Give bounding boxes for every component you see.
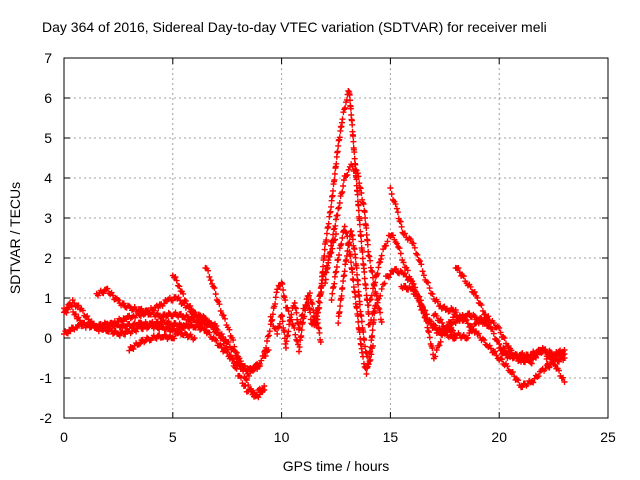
data-point-markers [311,88,372,329]
series-sat-g [126,309,272,379]
series-sat-m [335,228,376,368]
series-sat-t [474,330,568,391]
x-tick-label: 15 [383,429,399,445]
y-tick-label: 4 [44,170,52,186]
series-sat-u [496,345,568,371]
axis-ticks [63,57,609,419]
data-point-markers [335,228,376,368]
series-sat-l [328,223,379,377]
y-tick-label: -1 [40,370,53,386]
series-sat-j [311,88,372,329]
y-tick-label: -2 [40,410,53,426]
x-tick-label: 25 [600,429,616,445]
y-tick-label: 6 [44,90,52,106]
y-tick-label: 7 [44,50,52,66]
x-axis-label: GPS time / hours [283,458,390,474]
y-tick-label: 0 [44,330,52,346]
data-point-markers [322,161,385,325]
data-point-markers [328,223,379,377]
data-point-markers [126,309,272,379]
data-point-markers [387,185,459,315]
x-tick-label: 0 [60,429,68,445]
data-point-markers [261,231,339,355]
y-tick-label: 2 [44,250,52,266]
plot-frame [63,57,609,419]
tick-labels: 0 5 10 15 20 25 -2 -1 0 1 2 3 4 5 6 7 [40,50,616,445]
y-axis-label: SDTVAR / TECUs [7,182,23,294]
data-point-markers [496,345,568,371]
series-sat-i [261,231,339,355]
y-tick-label: 1 [44,290,52,306]
x-tick-label: 10 [274,429,290,445]
data-point-markers [61,294,198,335]
x-tick-label: 20 [491,429,507,445]
series-sat-c [61,294,198,335]
y-tick-label: 5 [44,130,52,146]
y-tick-label: 3 [44,210,52,226]
data-point-markers [474,330,568,391]
data-marks [61,88,568,401]
grid-layer [64,58,608,418]
series-sat-o [387,185,459,315]
series-sat-k [322,161,385,325]
x-tick-label: 5 [169,429,177,445]
chart-title: Day 364 of 2016, Sidereal Day-to-day VTE… [42,19,547,35]
